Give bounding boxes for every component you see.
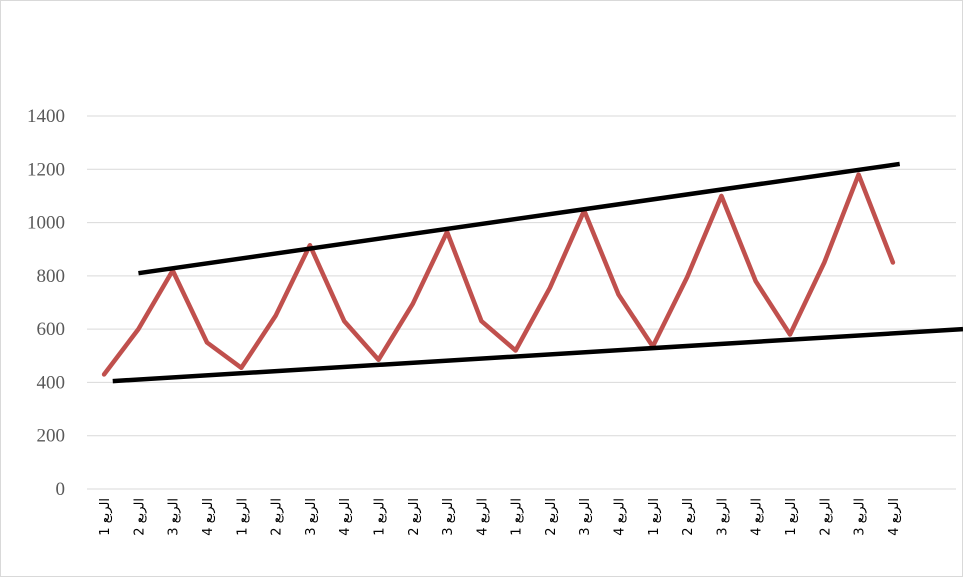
trendline-0	[138, 164, 899, 273]
x-tick-label: الربع 2	[818, 498, 833, 536]
series-line-0	[104, 175, 893, 375]
x-tick-label: الربع 4	[613, 498, 628, 536]
gridlines	[87, 116, 956, 489]
x-tick-label: الربع 4	[338, 498, 353, 536]
x-tick-label: الربع 4	[887, 498, 902, 536]
x-tick-label: الربع 2	[407, 498, 422, 536]
x-tick-label: الربع 4	[201, 498, 216, 536]
y-tick-label: 0	[56, 479, 66, 500]
x-tick-label: الربع 2	[544, 498, 559, 536]
x-tick-label: الربع 4	[475, 498, 490, 536]
series	[104, 175, 893, 375]
x-tick-label: الربع 3	[441, 498, 456, 536]
x-tick-label: الربع 3	[167, 498, 182, 536]
x-axis-ticks: الربع 1 الربع 2 الربع 3 الربع 4 الربع 1 الربع…	[98, 498, 902, 536]
trendlines	[113, 164, 963, 381]
y-tick-label: 200	[37, 426, 66, 447]
x-tick-label: الربع 2	[681, 498, 696, 536]
y-tick-label: 1000	[27, 213, 65, 234]
x-tick-label: الربع 1	[235, 498, 250, 536]
x-tick-label: الربع 1	[784, 498, 799, 536]
y-tick-label: 600	[37, 319, 66, 340]
x-tick-label: الربع 1	[647, 498, 662, 536]
y-axis-ticks: 0 200 400 600 800 1000 1200 1400	[27, 106, 65, 500]
y-tick-label: 1400	[27, 106, 65, 127]
x-tick-label: الربع 2	[132, 498, 147, 536]
x-tick-label: الربع 3	[715, 498, 730, 536]
y-tick-label: 1200	[27, 159, 65, 180]
x-tick-label: الربع 3	[853, 498, 868, 536]
x-tick-label: الربع 1	[372, 498, 387, 536]
x-tick-label: الربع 2	[270, 498, 285, 536]
x-tick-label: الربع 3	[578, 498, 593, 536]
x-tick-label: الربع 1	[510, 498, 525, 536]
y-tick-label: 800	[37, 266, 66, 287]
x-tick-label: الربع 3	[304, 498, 319, 536]
y-tick-label: 400	[37, 372, 66, 393]
x-tick-label: الربع 4	[750, 498, 765, 536]
x-tick-label: الربع 1	[98, 498, 113, 536]
trendline-1	[113, 329, 963, 381]
